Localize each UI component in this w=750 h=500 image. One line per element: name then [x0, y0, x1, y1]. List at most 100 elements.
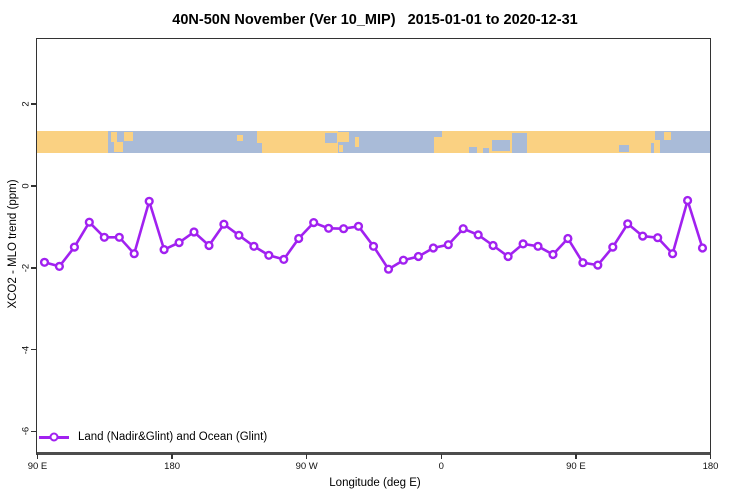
data-point-marker: [488, 240, 498, 251]
legend: Land (Nadir&Glint) and Ocean (Glint): [39, 429, 267, 445]
data-point-marker: [518, 239, 528, 249]
data-point-marker: [413, 251, 424, 262]
x-tick-mark: [171, 454, 173, 459]
map-land-segment: [336, 131, 349, 143]
data-line-svg: [39, 195, 708, 274]
map-water-patch: [256, 143, 263, 154]
data-point-marker: [503, 251, 513, 262]
data-point-marker: [593, 260, 603, 270]
x-tick-label: 180: [164, 461, 181, 472]
data-point-marker: [697, 243, 708, 253]
x-tick-label: 90 E: [27, 461, 48, 472]
y-axis-title: XCO2 - MLO trend (ppm): [7, 179, 19, 309]
data-point-marker: [339, 224, 349, 234]
x-tick-mark: [305, 454, 308, 459]
data-point-marker: [458, 224, 468, 234]
y-tick-mark: [31, 185, 36, 187]
map-land-segment: [256, 130, 338, 154]
plot-area: Land (Nadir&Glint) and Ocean (Glint): [36, 38, 711, 455]
map-water-patch: [482, 147, 489, 154]
map-land-segment: [37, 130, 108, 154]
map-strip: [37, 130, 710, 154]
data-point-marker: [324, 223, 334, 233]
map-land-segment: [354, 137, 360, 147]
legend-marker-icon: [49, 432, 59, 442]
data-point-marker: [234, 230, 244, 240]
data-point-marker: [249, 241, 259, 251]
x-tick-label: 90 W: [295, 461, 318, 472]
data-point-marker: [533, 241, 543, 251]
data-point-marker: [294, 233, 304, 244]
map-land-segment: [650, 130, 656, 144]
data-point-marker: [428, 243, 438, 253]
y-tick-mark: [31, 430, 36, 433]
x-tick-mark: [440, 454, 443, 459]
data-point-marker: [638, 231, 648, 241]
data-point-marker: [608, 242, 618, 252]
data-point-marker: [189, 227, 199, 237]
map-land-segment: [434, 130, 651, 154]
x-tick-mark: [709, 454, 712, 459]
map-land-segment: [111, 131, 118, 143]
data-point-marker: [563, 233, 573, 244]
data-point-marker: [667, 249, 678, 259]
data-point-marker: [114, 232, 124, 242]
x-tick-label: 180: [702, 461, 719, 472]
data-point-marker: [548, 249, 558, 260]
data-line: [44, 195, 704, 271]
data-point-marker: [84, 217, 94, 227]
map-land-segment: [664, 131, 672, 140]
map-water-patch: [618, 145, 630, 153]
legend-line-sample: [39, 432, 69, 442]
x-tick-mark: [36, 454, 39, 459]
data-point-marker: [279, 254, 289, 265]
map-land-segment: [339, 145, 343, 153]
map-land-segment: [237, 135, 243, 141]
data-point-marker: [264, 250, 274, 260]
y-tick-mark: [31, 267, 36, 269]
x-axis-title: Longitude (deg E): [329, 477, 421, 489]
x-tick-label: 90 E: [566, 461, 586, 472]
y-tick-mark: [31, 103, 36, 105]
x-tick-label: 0: [438, 461, 444, 472]
data-point-marker: [39, 257, 50, 267]
y-tick-label: -6: [20, 427, 32, 436]
map-land-segment: [124, 131, 134, 141]
y-tick-label: -4: [20, 345, 32, 354]
data-point-marker: [383, 264, 394, 274]
data-point-marker: [398, 255, 409, 265]
x-tick-mark: [575, 454, 577, 459]
data-point-marker: [443, 240, 453, 250]
data-point-marker: [368, 241, 379, 251]
map-water-patch: [492, 139, 510, 152]
data-point-marker: [159, 245, 169, 255]
y-tick-label: -2: [20, 263, 32, 273]
map-land-segment: [653, 139, 660, 154]
y-tick-label: 2: [20, 101, 32, 107]
chart-title: 40N-50N November (Ver 10_MIP) 2015-01-01…: [172, 12, 578, 28]
data-point-marker: [204, 240, 214, 251]
data-point-marker: [473, 230, 483, 240]
data-point-marker: [653, 233, 663, 243]
data-point-marker: [54, 261, 65, 272]
legend-label: Land (Nadir&Glint) and Ocean (Glint): [78, 431, 268, 443]
map-water-patch: [511, 132, 527, 154]
map-water-patch: [324, 132, 337, 144]
map-land-segment: [114, 142, 123, 153]
data-point-marker: [69, 242, 80, 252]
data-point-marker: [144, 196, 154, 206]
map-water-patch: [469, 146, 478, 154]
data-point-marker: [219, 219, 229, 229]
data-point-marker: [623, 219, 633, 229]
data-point-marker: [682, 195, 693, 206]
data-point-marker: [309, 218, 319, 228]
data-point-marker: [174, 238, 184, 248]
data-point-marker: [129, 249, 139, 259]
data-point-marker: [578, 258, 588, 268]
map-water-patch: [434, 130, 442, 138]
data-point-marker: [99, 232, 109, 242]
y-tick-label: 0: [20, 183, 32, 189]
data-point-marker: [353, 221, 364, 231]
y-tick-mark: [31, 348, 36, 351]
